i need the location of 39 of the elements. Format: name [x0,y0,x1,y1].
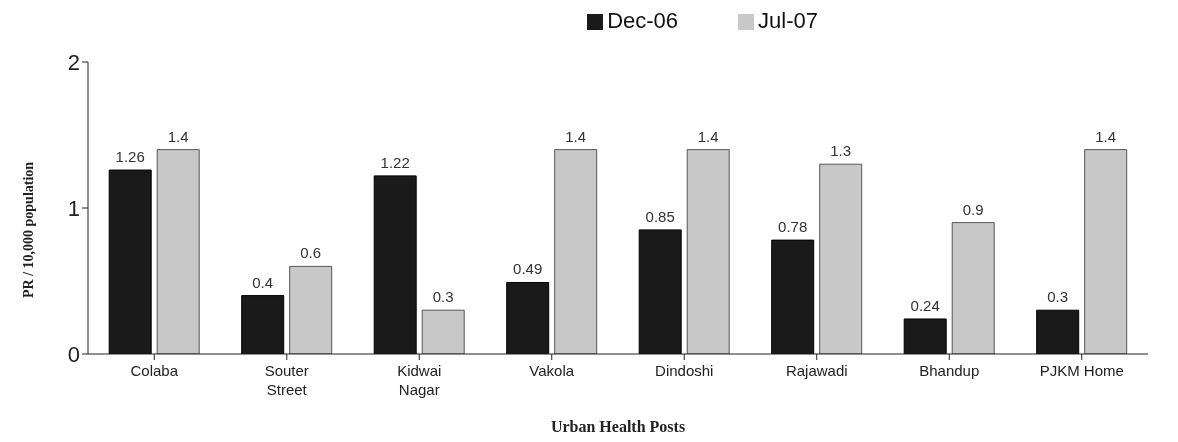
bar [156,149,200,354]
bar [1084,149,1128,354]
data-label: 0.9 [962,200,984,218]
x-tick-label: Kidwai Nagar [397,362,442,398]
x-axis-title: Urban Health Posts [550,418,686,435]
bar [289,265,333,354]
data-label: 0.3 [432,288,454,306]
x-tick-label: Souter Street [264,362,309,398]
data-label: 1.4 [167,127,189,145]
y-tick-label: 1 [67,195,80,221]
bar [686,149,730,354]
data-label: 1.3 [830,142,852,160]
x-tick-label: PJKM Home [1039,362,1124,379]
x-tick-label: Dindoshi [655,362,714,379]
data-label: 1.4 [565,127,587,145]
bar [951,222,995,354]
data-label: 0.78 [778,218,808,236]
data-label: 1.4 [1095,127,1117,145]
x-tick-label: Colaba [130,362,179,379]
data-label: 0.49 [513,260,543,278]
legend-label: Jul-07 [758,8,818,33]
data-label: 1.22 [380,153,410,171]
data-label: 0.3 [1047,288,1069,306]
legend-label: Dec-06 [607,8,679,33]
x-tick-label: Bhandup [919,362,980,379]
x-tick-label: Rajawadi [785,362,848,379]
data-label: 0.85 [645,207,675,225]
bar [819,163,863,354]
data-label: 1.4 [697,127,719,145]
data-label: 0.24 [910,296,940,314]
data-label: 0.6 [300,244,322,262]
bar [421,309,465,354]
y-tick-label: 0 [67,341,80,367]
data-label: 1.26 [115,148,145,166]
y-axis-title: PR / 10,000 population [20,161,36,298]
bar [554,149,598,354]
y-tick-label: 2 [67,49,80,75]
data-label: 0.4 [252,273,274,291]
x-tick-label: Vakola [529,362,575,379]
